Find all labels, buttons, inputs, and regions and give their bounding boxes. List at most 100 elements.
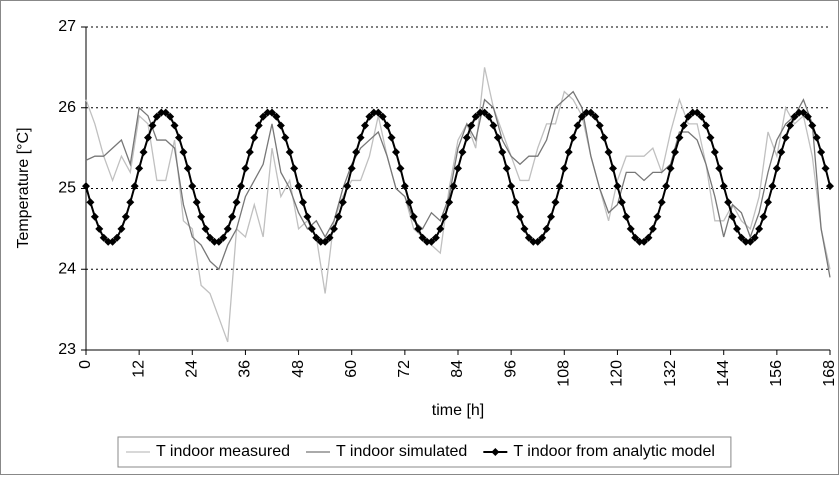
marker xyxy=(520,224,529,233)
marker xyxy=(232,198,241,207)
marker xyxy=(586,108,595,117)
marker xyxy=(179,148,188,157)
marker xyxy=(90,212,99,221)
marker xyxy=(489,121,498,130)
marker xyxy=(542,224,551,233)
marker xyxy=(578,112,586,121)
marker xyxy=(781,133,790,142)
marker xyxy=(555,182,564,191)
marker xyxy=(369,108,378,117)
marker xyxy=(383,121,392,130)
marker xyxy=(688,108,697,117)
marker xyxy=(560,164,569,173)
marker xyxy=(281,133,290,142)
marker xyxy=(777,148,786,157)
marker xyxy=(334,212,343,221)
marker xyxy=(772,164,781,173)
marker xyxy=(405,198,414,207)
marker xyxy=(653,212,662,221)
marker xyxy=(95,224,104,233)
marker xyxy=(237,182,245,191)
marker xyxy=(679,121,688,130)
marker xyxy=(418,233,427,242)
marker xyxy=(746,237,755,246)
marker xyxy=(82,182,90,191)
marker xyxy=(724,198,733,207)
marker xyxy=(666,164,675,173)
marker xyxy=(529,237,538,246)
marker xyxy=(325,233,334,242)
marker xyxy=(423,237,431,246)
marker xyxy=(272,112,281,121)
marker xyxy=(462,133,471,142)
marker xyxy=(356,133,365,142)
marker xyxy=(502,164,511,173)
x-tick-label: 60 xyxy=(343,360,360,378)
marker xyxy=(803,112,812,121)
marker xyxy=(609,164,617,173)
marker xyxy=(197,212,206,221)
marker xyxy=(316,237,325,246)
marker xyxy=(755,224,764,233)
marker xyxy=(135,164,144,173)
marker xyxy=(728,212,737,221)
marker xyxy=(702,121,710,130)
marker xyxy=(330,224,338,233)
marker xyxy=(299,198,307,207)
marker xyxy=(321,237,330,246)
marker xyxy=(812,133,821,142)
marker xyxy=(697,112,706,121)
marker xyxy=(86,198,95,207)
marker xyxy=(361,121,369,130)
marker xyxy=(121,212,130,221)
marker xyxy=(741,237,750,246)
marker xyxy=(662,182,671,191)
marker xyxy=(569,133,578,142)
marker xyxy=(427,237,436,246)
legend: T indoor measured T indoor simulated T ind… xyxy=(117,436,732,468)
marker xyxy=(480,108,489,117)
marker xyxy=(400,182,409,191)
marker xyxy=(254,121,263,130)
marker xyxy=(307,224,316,233)
x-tick-label: 24 xyxy=(184,360,201,378)
marker xyxy=(768,182,777,191)
marker xyxy=(733,224,741,233)
marker xyxy=(764,198,772,207)
marker xyxy=(175,133,183,142)
marker xyxy=(108,237,117,246)
marker xyxy=(161,108,170,117)
x-tick-label: 0 xyxy=(77,360,94,369)
legend-label: T indoor measured xyxy=(156,443,290,460)
marker xyxy=(268,108,276,117)
marker xyxy=(547,212,555,221)
marker xyxy=(817,148,826,157)
x-tick-label: 156 xyxy=(768,360,785,387)
marker xyxy=(710,148,719,157)
marker xyxy=(414,224,423,233)
marker xyxy=(498,148,507,157)
marker xyxy=(564,148,573,157)
marker xyxy=(737,233,746,242)
y-tick-label: 26 xyxy=(58,99,76,116)
marker xyxy=(436,224,445,233)
marker xyxy=(290,164,299,173)
y-tick-label: 24 xyxy=(58,260,76,277)
marker xyxy=(454,164,462,173)
x-tick-label: 48 xyxy=(290,360,307,378)
y-axis-title: Temperature [°C] xyxy=(15,127,32,248)
marker xyxy=(622,212,631,221)
y-tick-label: 23 xyxy=(58,341,76,358)
legend-label: T indoor from analytic model xyxy=(513,443,715,460)
marker xyxy=(170,121,179,130)
marker xyxy=(582,108,591,117)
x-tick-label: 108 xyxy=(556,360,573,387)
marker xyxy=(157,108,166,117)
marker xyxy=(445,198,454,207)
marker xyxy=(210,237,219,246)
marker xyxy=(201,224,210,233)
marker xyxy=(591,112,600,121)
marker xyxy=(130,182,139,191)
marker xyxy=(294,182,303,191)
